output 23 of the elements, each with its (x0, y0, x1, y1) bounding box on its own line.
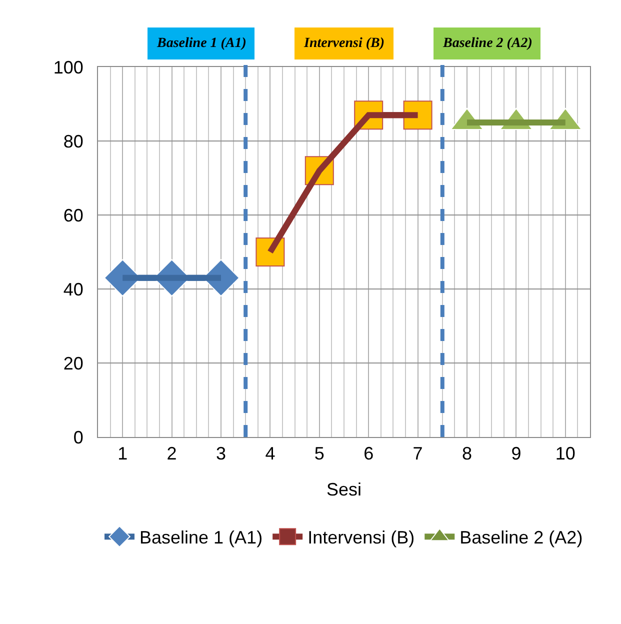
x-tick-label: 8 (462, 444, 472, 464)
x-tick-label: 2 (166, 444, 177, 464)
y-tick-label: 100 (53, 57, 84, 78)
legend-label: Baseline 1 (A1) (140, 528, 263, 548)
legend-label: Intervensi (B) (308, 528, 415, 548)
text: Baseline 1 (A1) (156, 36, 246, 51)
y-tick-label: 0 (73, 427, 84, 448)
x-tick-label: 4 (265, 444, 276, 464)
text: Intervensi (B) (303, 36, 384, 51)
x-tick-label: 3 (216, 444, 226, 464)
y-tick-label: 80 (63, 131, 84, 152)
y-tick-label: 20 (63, 353, 84, 374)
x-tick-label: 9 (511, 444, 522, 464)
text: Baseline 2 (A2) (442, 36, 532, 51)
y-tick-label: 40 (63, 279, 84, 300)
legend-label: Baseline 2 (A2) (460, 528, 583, 548)
x-axis-title: Sesi (326, 480, 362, 500)
x-tick-label: 7 (412, 444, 423, 464)
y-tick-label: 60 (63, 205, 84, 226)
x-tick-label: 6 (364, 444, 374, 464)
x-tick-label: 5 (314, 444, 324, 464)
x-tick-label: 1 (118, 444, 128, 464)
x-tick-label: 10 (555, 444, 576, 464)
